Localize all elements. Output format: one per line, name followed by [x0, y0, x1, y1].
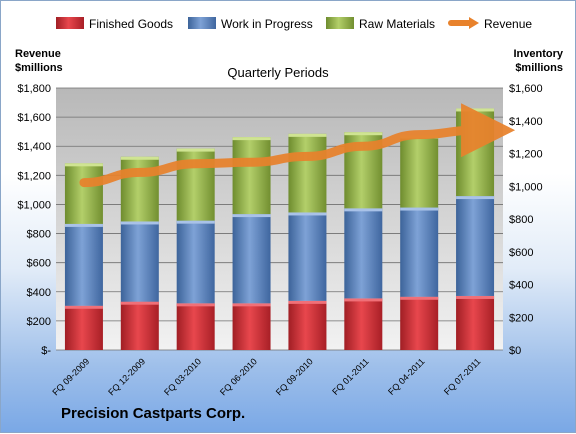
left-axis-unit: $millions: [15, 62, 63, 74]
bar-finished-goods: [232, 303, 271, 350]
bar-top-highlight: [120, 221, 159, 225]
bar-top-highlight: [344, 298, 383, 302]
legend-label: Raw Materials: [359, 17, 435, 31]
left-tick-label: $1,600: [17, 112, 51, 124]
right-tick-label: $800: [509, 214, 533, 226]
category-label: FQ 01-2011: [330, 356, 371, 397]
legend-label: Revenue: [484, 17, 532, 31]
legend-arrow-icon: [469, 17, 479, 29]
category-label: FQ 09-2009: [50, 356, 91, 397]
legend-swatch: [56, 17, 84, 29]
legend: Finished Goods Work in Progress Raw Materi…: [56, 17, 532, 31]
bar-top-highlight: [400, 207, 439, 211]
right-tick-label: $1,000: [509, 181, 543, 193]
bar-top-highlight: [344, 208, 383, 212]
bar-finished-goods: [64, 305, 103, 350]
company-name: Precision Castparts Corp.: [61, 405, 246, 422]
legend-swatch: [188, 17, 216, 29]
bar-raw-materials: [232, 137, 271, 215]
bar-top-highlight: [64, 223, 103, 227]
category-label: FQ 12-2009: [106, 356, 147, 397]
plot-area: $- $200 $400 $600 $800 $1,000 $1,200 $1,400 $1,6…: [17, 83, 542, 397]
right-axis-unit: $millions: [515, 62, 563, 74]
left-tick-label: $1,400: [17, 141, 51, 153]
bar-finished-goods: [344, 298, 383, 350]
category-label: FQ 04-2011: [386, 356, 427, 397]
bar-top-highlight: [120, 301, 159, 305]
bar-work-in-progress: [456, 196, 495, 296]
bar-finished-goods: [456, 295, 495, 350]
bar-work-in-progress: [232, 214, 271, 304]
bar-top-highlight: [176, 220, 215, 224]
left-tick-label: $1,800: [17, 83, 51, 95]
right-tick-label: $200: [509, 312, 533, 324]
revenue-line: [79, 103, 516, 188]
bar-finished-goods: [176, 303, 215, 350]
bar-finished-goods: [400, 296, 439, 350]
left-tick-label: $800: [27, 229, 51, 241]
legend-swatch: [326, 17, 354, 29]
left-tick-label: $200: [27, 316, 51, 328]
left-tick-label: $400: [27, 287, 51, 299]
legend-label: Work in Progress: [221, 17, 313, 31]
bar-top-highlight: [288, 212, 327, 216]
bar-raw-materials: [120, 156, 159, 222]
right-tick-label: $400: [509, 280, 533, 292]
left-tick-label: $1,000: [17, 199, 51, 211]
bar-top-highlight: [232, 303, 271, 307]
bar-raw-materials: [288, 133, 327, 213]
bar-top-highlight: [456, 295, 495, 299]
bar-raw-materials: [64, 163, 103, 224]
category-label: FQ 06-2010: [218, 356, 259, 397]
bar-top-highlight: [288, 133, 327, 137]
bar-top-highlight: [120, 156, 159, 160]
left-tick-label: $1,200: [17, 170, 51, 182]
bar-top-highlight: [400, 296, 439, 300]
chart-title: Quarterly Periods: [227, 65, 329, 80]
bar-finished-goods: [120, 301, 159, 350]
bar-work-in-progress: [120, 221, 159, 302]
bar-raw-materials: [400, 135, 439, 208]
category-label: FQ 03-2010: [162, 356, 203, 397]
bar-top-highlight: [456, 108, 495, 112]
bar-top-highlight: [64, 163, 103, 167]
left-tick-label: $-: [41, 345, 51, 357]
bar-top-highlight: [288, 300, 327, 304]
bar-top-highlight: [176, 303, 215, 307]
bar-work-in-progress: [344, 208, 383, 299]
right-tick-label: $1,400: [509, 116, 543, 128]
left-axis-label: Revenue: [15, 48, 61, 60]
category-label: FQ 07-2011: [442, 356, 483, 397]
right-tick-label: $1,200: [509, 149, 543, 161]
right-tick-label: $0: [509, 345, 521, 357]
bar-top-highlight: [176, 148, 215, 152]
bar-work-in-progress: [176, 220, 215, 304]
bar-work-in-progress: [400, 207, 439, 297]
bar-finished-goods: [288, 300, 327, 350]
left-tick-label: $600: [27, 258, 51, 270]
bar-top-highlight: [232, 137, 271, 141]
right-axis-label: Inventory: [513, 48, 563, 60]
right-tick-label: $1,600: [509, 83, 543, 95]
category-label: FQ 09-2010: [274, 356, 315, 397]
bar-top-highlight: [344, 132, 383, 136]
bar-top-highlight: [64, 305, 103, 309]
right-tick-label: $600: [509, 247, 533, 259]
bar-top-highlight: [456, 196, 495, 200]
bar-raw-materials: [456, 108, 495, 197]
bar-top-highlight: [232, 214, 271, 218]
legend-label: Finished Goods: [89, 17, 173, 31]
bar-work-in-progress: [288, 212, 327, 301]
bar-work-in-progress: [64, 223, 103, 306]
